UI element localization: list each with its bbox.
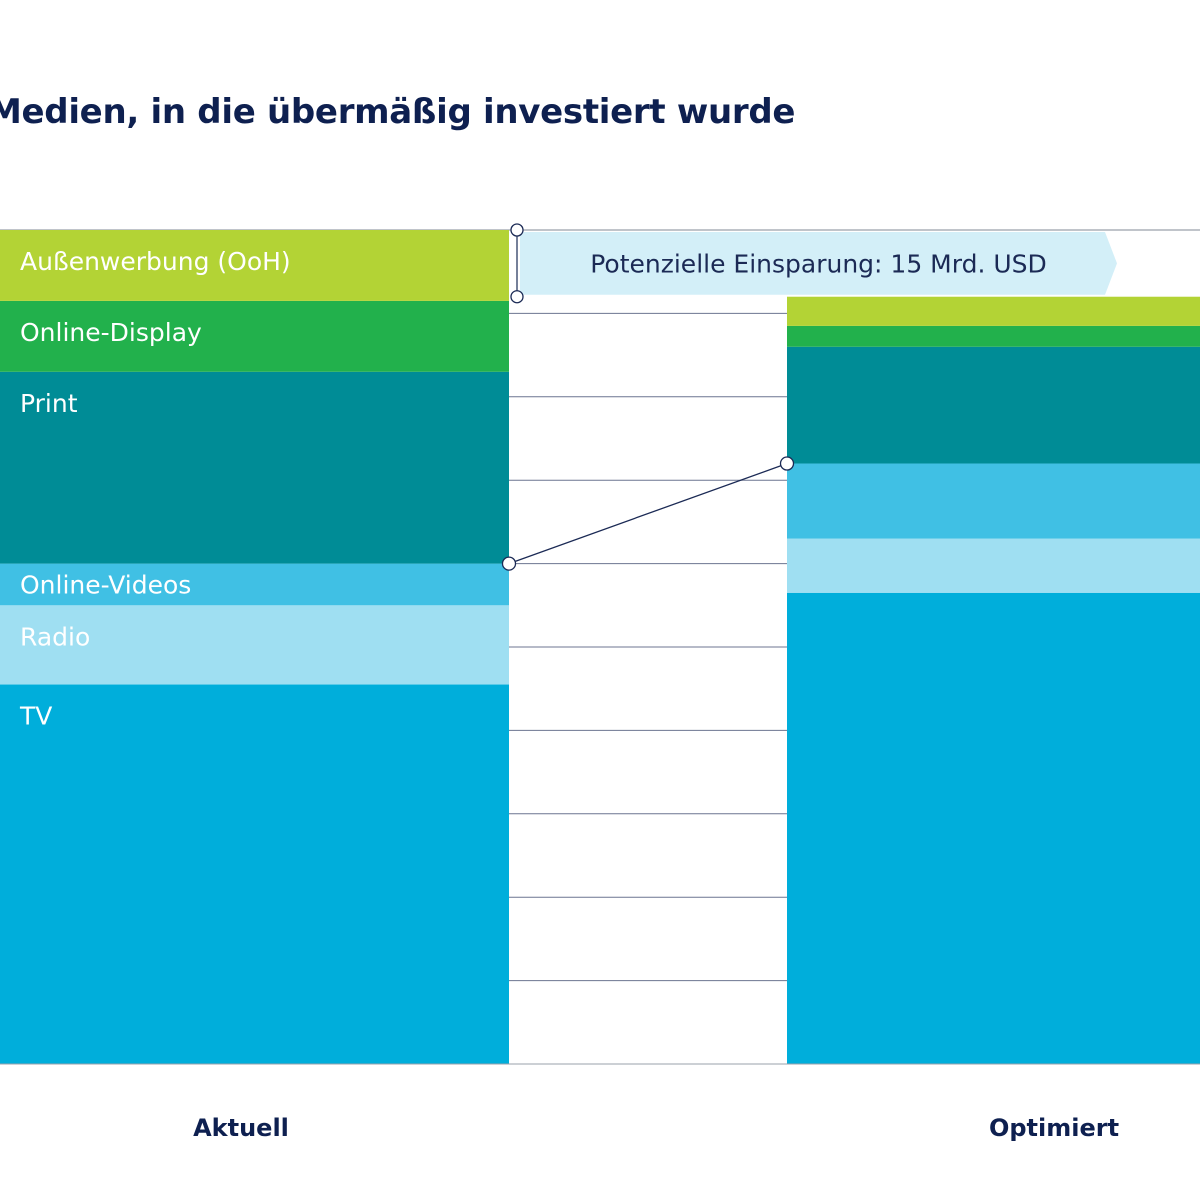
- bar-segment-aktuell-tv: [0, 684, 509, 1064]
- bar-segment-aktuell-online-videos: [0, 563, 509, 606]
- bar-segment-aktuell-print: [0, 371, 509, 564]
- category-label-aktuell: Aktuell: [193, 1114, 289, 1142]
- legend-label-segment: Außenwerbung (OoH): [20, 247, 291, 276]
- connector-left-marker: [501, 556, 517, 571]
- bar-segment-optimiert-print: [787, 346, 1200, 464]
- category-label-optimiert: Optimiert: [989, 1114, 1119, 1142]
- bar-segment-optimiert-online-videos: [787, 463, 1200, 539]
- bar-segment-optimiert-au-enwerbung-ooh: [787, 296, 1200, 326]
- savings-arrow: [520, 232, 1117, 295]
- bar-segment-optimiert-tv: [787, 592, 1200, 1064]
- bar-segment-optimiert-radio: [787, 538, 1200, 593]
- bar-segment-aktuell-radio: [0, 605, 509, 685]
- bracket-bottom-marker: [510, 290, 524, 304]
- bar-segment-optimiert-online-display: [787, 325, 1200, 347]
- legend-label-segment: Online-Display: [20, 318, 202, 347]
- legend-label-segment: TV: [19, 702, 52, 731]
- bar-segment-aktuell-au-enwerbung-ooh: [0, 230, 509, 301]
- legend-label-segment: Online-Videos: [20, 570, 191, 599]
- connector-right-marker: [779, 456, 795, 471]
- comparison-connector: [508, 462, 788, 565]
- chart-title: Medien, in die übermäßig investiert wurd…: [0, 92, 796, 132]
- legend-label-segment: Print: [20, 389, 78, 418]
- bar-segment-aktuell-online-display: [0, 300, 509, 372]
- savings-annotation-label: Potenzielle Einsparung: 15 Mrd. USD: [590, 249, 1047, 278]
- bracket-top-marker: [510, 223, 524, 237]
- legend-label-segment: Radio: [20, 622, 90, 651]
